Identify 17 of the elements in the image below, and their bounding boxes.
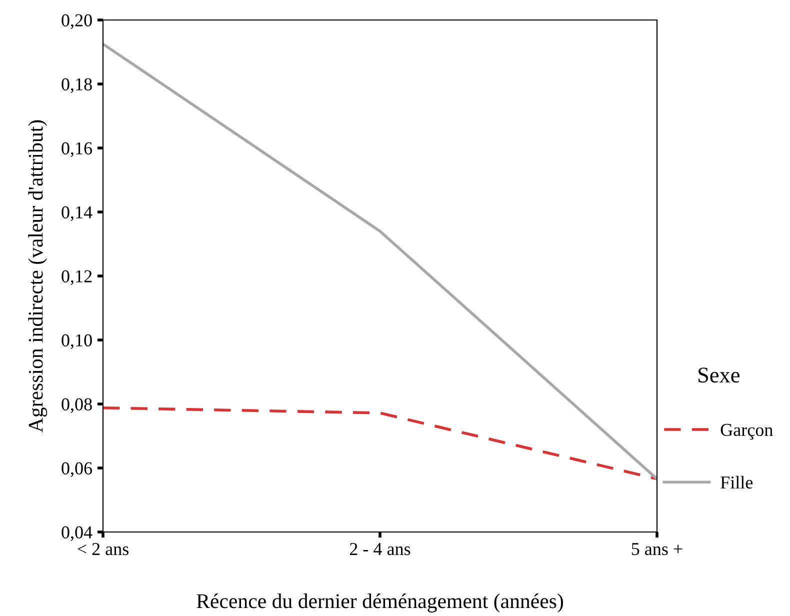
legend-label: Fille [720,476,753,489]
y-tick-label: 0,10 [62,334,92,350]
y-tick-label: 0,16 [62,142,92,158]
x-tick-label: 5 ans + [632,543,682,556]
x-tick-label: 2 - 4 ans [350,542,410,556]
y-tick-label: 0,12 [62,270,92,286]
y-axis-title: Agression indirecte (valeur d'attribut) [28,120,48,432]
y-tick-label: 0,04 [62,526,92,542]
y-tick-label: 0,20 [62,14,92,30]
y-tick-label: 0,08 [62,398,92,414]
y-tick-label: 0,14 [62,206,92,222]
x-tick-label: < 2 ans [78,542,128,556]
legend-label: Garçon [720,424,773,440]
y-tick-label: 0,18 [62,78,92,94]
x-axis-title: Récence du dernier déménagement (années) [196,594,564,612]
legend-title: Sexe [698,368,740,383]
y-tick-label: 0,06 [62,462,92,478]
